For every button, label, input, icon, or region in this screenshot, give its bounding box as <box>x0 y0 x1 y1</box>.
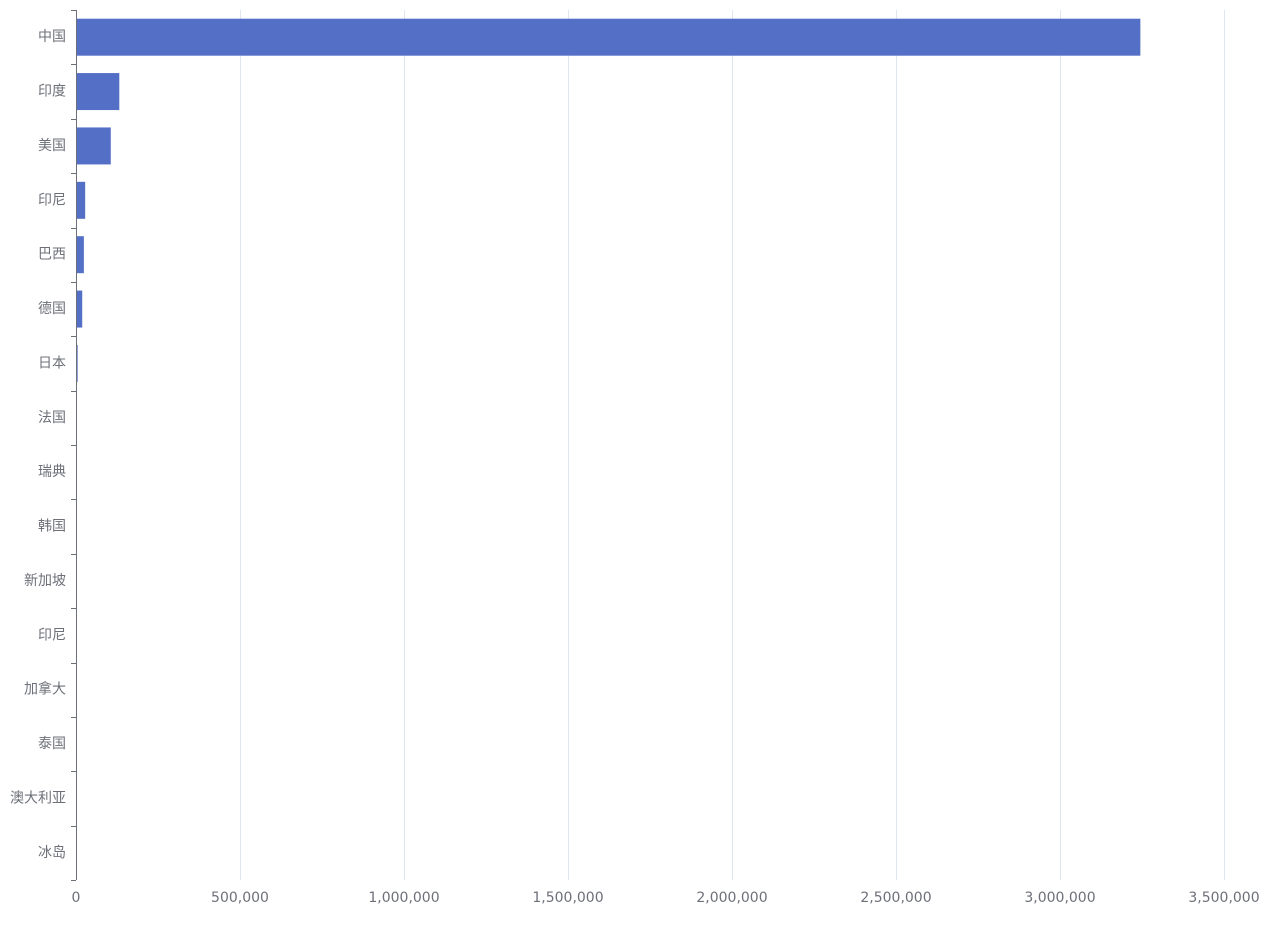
x-tick-label: 3,000,000 <box>1024 890 1095 906</box>
axes <box>71 10 77 881</box>
y-tick-label: 德国 <box>38 301 66 317</box>
y-tick-label: 印尼 <box>38 192 66 208</box>
y-tick-label: 印度 <box>38 84 66 100</box>
grid-lines <box>241 10 1225 880</box>
y-tick-label: 新加坡 <box>24 573 66 589</box>
y-tick-label: 冰岛 <box>38 845 66 861</box>
bar-1 <box>76 73 119 110</box>
bar-3 <box>76 182 85 219</box>
bar-4 <box>76 236 84 273</box>
y-tick-label: 巴西 <box>38 247 66 263</box>
y-tick-label: 法国 <box>38 410 66 426</box>
x-tick-label: 500,000 <box>211 890 269 906</box>
x-tick-label: 1,500,000 <box>532 890 603 906</box>
bars <box>76 19 1140 872</box>
y-tick-label: 韩国 <box>38 519 66 535</box>
x-tick-label: 1,000,000 <box>368 890 439 906</box>
y-tick-label: 美国 <box>38 138 66 154</box>
x-tick-label: 0 <box>72 890 81 906</box>
x-tick-label: 2,500,000 <box>860 890 931 906</box>
bar-0 <box>76 19 1140 56</box>
x-tick-label: 3,500,000 <box>1188 890 1259 906</box>
x-tick-label: 2,000,000 <box>696 890 767 906</box>
y-tick-label: 印尼 <box>38 627 66 643</box>
y-tick-label: 加拿大 <box>24 681 66 698</box>
y-tick-label: 日本 <box>38 355 66 371</box>
bar-2 <box>76 127 111 164</box>
y-tick-label: 中国 <box>38 29 66 45</box>
y-tick-label: 澳大利亚 <box>10 790 66 806</box>
y-tick-label: 瑞典 <box>38 464 66 480</box>
y-tick-label: 泰国 <box>38 736 66 752</box>
